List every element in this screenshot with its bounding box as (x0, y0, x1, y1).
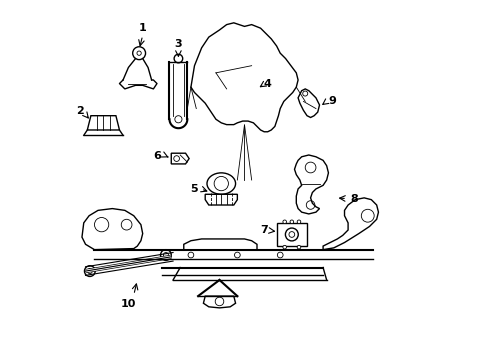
Polygon shape (183, 239, 257, 249)
Polygon shape (203, 296, 235, 308)
Text: 9: 9 (328, 96, 336, 106)
Polygon shape (205, 194, 237, 205)
Polygon shape (323, 198, 378, 249)
Text: 8: 8 (349, 194, 357, 203)
Text: 7: 7 (260, 225, 267, 235)
Text: 10: 10 (121, 298, 136, 309)
Text: 1: 1 (139, 23, 146, 33)
Circle shape (283, 246, 286, 249)
Polygon shape (298, 89, 319, 117)
Circle shape (297, 246, 300, 249)
Circle shape (289, 220, 293, 224)
Circle shape (283, 220, 286, 224)
Text: 5: 5 (190, 184, 198, 194)
Polygon shape (294, 155, 328, 214)
Polygon shape (82, 208, 142, 249)
Text: 6: 6 (153, 151, 162, 161)
Text: 2: 2 (76, 106, 84, 116)
Circle shape (297, 220, 300, 224)
Text: 4: 4 (263, 78, 271, 89)
Text: 3: 3 (174, 39, 182, 49)
FancyBboxPatch shape (276, 223, 306, 246)
Polygon shape (171, 153, 189, 164)
Polygon shape (190, 23, 298, 132)
Polygon shape (87, 116, 119, 130)
